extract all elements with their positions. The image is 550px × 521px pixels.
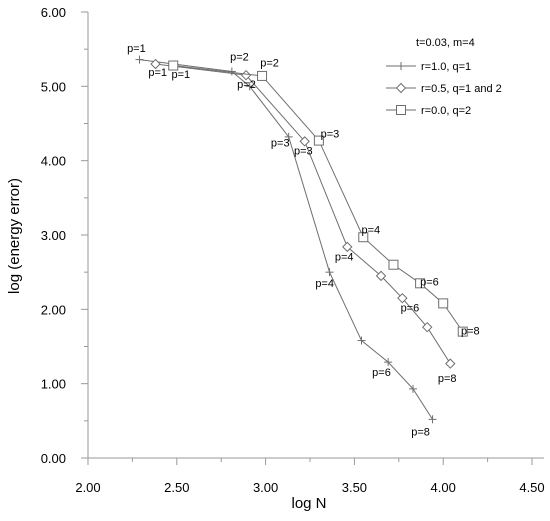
data-point (150, 58, 161, 70)
legend-marker (395, 82, 407, 94)
point-annotation: p=1 (148, 67, 167, 79)
data-point (245, 82, 254, 91)
legend-item: r=1.0, q=1 (386, 61, 471, 73)
data-point (445, 358, 456, 369)
data-point (415, 278, 426, 289)
point-annotation: p=4 (362, 225, 381, 237)
axis-ticks (81, 11, 533, 465)
x-tick-label: 3.50 (342, 480, 367, 495)
x-tick-label: 2.50 (164, 480, 189, 495)
point-annotation: p=8 (438, 373, 457, 385)
data-point (388, 259, 399, 270)
data-point (384, 358, 393, 367)
series-line (173, 65, 464, 332)
y-tick-label: 1.00 (41, 377, 66, 392)
point-annotation: p=8 (411, 427, 430, 439)
point-annotation: p=2 (230, 51, 249, 63)
legend-items: r=1.0, q=1 r=0.5, q=1 and 2 r=0.0, q=2 (386, 61, 502, 117)
data-point (375, 270, 387, 282)
point-annotation: p=6 (372, 367, 391, 379)
y-tick-label: 4.00 (41, 154, 66, 169)
series-2 (150, 58, 456, 369)
data-point (299, 136, 310, 147)
point-annotation: p=4 (335, 251, 354, 263)
data-point (227, 67, 236, 76)
series-layer (135, 55, 468, 424)
point-annotation: p=6 (420, 277, 439, 289)
y-tick-label: 3.00 (41, 228, 66, 243)
series-1 (135, 55, 437, 424)
legend-label: r=1.0, q=1 (421, 61, 471, 73)
legend-item: r=0.5, q=1 and 2 (386, 82, 502, 95)
legend-label: r=0.5, q=1 and 2 (421, 83, 502, 95)
data-point (325, 268, 334, 277)
y-axis-title: log (energy error) (6, 178, 23, 294)
data-point (397, 292, 408, 304)
point-annotation: p=3 (271, 138, 290, 150)
series-3 (168, 60, 468, 337)
legend: t=0.03, m=4 r=1.0, q=1r=0.5, q=1 and 2r=… (386, 37, 502, 117)
point-annotation: p=4 (315, 278, 334, 290)
x-tick-label: 4.00 (431, 480, 456, 495)
x-tick-label: 4.50 (519, 480, 544, 495)
data-point (342, 241, 353, 253)
data-point (422, 321, 433, 333)
legend-title: t=0.03, m=4 (416, 37, 475, 49)
data-point (428, 415, 437, 424)
y-tick-label: 0.00 (41, 451, 66, 466)
point-annotation: p=1 (171, 69, 190, 81)
point-annotation: p=1 (127, 43, 146, 55)
data-point (168, 60, 179, 71)
data-point (135, 55, 144, 64)
data-point (457, 326, 468, 337)
point-annotation: p=6 (401, 303, 420, 315)
annotation-layer: p=1p=1 p=1p=2 p=2p=2p=3p=3p=3p=4p=4p=4 p=6p… (127, 43, 480, 439)
x-tick-label: 2.00 (75, 480, 100, 495)
legend-item: r=0.0, q=2 (386, 105, 471, 117)
point-annotation: p=2 (237, 79, 256, 91)
series-line (155, 63, 451, 364)
legend-marker (396, 105, 406, 115)
x-tick-label: 3.00 (253, 480, 278, 495)
y-tick-label: 6.00 (41, 5, 66, 20)
data-point (409, 384, 418, 393)
y-tick-label: 5.00 (41, 79, 66, 94)
legend-marker (397, 62, 405, 70)
point-annotation: p=3 (321, 129, 340, 141)
data-point (358, 232, 369, 243)
y-tick-label: 2.00 (41, 302, 66, 317)
point-annotation: p=8 (461, 326, 480, 338)
point-annotation: p=2 (260, 57, 279, 69)
data-point (284, 132, 293, 141)
x-axis-title: log N (291, 495, 326, 512)
data-point (313, 135, 324, 146)
data-point (438, 298, 449, 309)
data-point (257, 70, 268, 81)
legend-label: r=0.0, q=2 (421, 105, 471, 117)
point-annotation: p=3 (294, 146, 313, 158)
data-point (357, 336, 366, 345)
axis-tick-labels: 2.00 2.50 3.00 3.50 4.00 4.50 0.00 1.00 2.00 3.00… (41, 5, 545, 495)
